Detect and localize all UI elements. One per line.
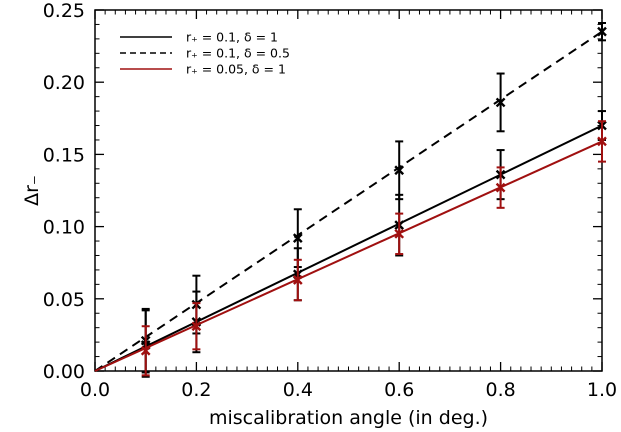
legend-label: r₊ = 0.1, δ = 1 (186, 30, 278, 45)
series-line (94, 140, 603, 372)
x-axis-title: miscalibration angle (in deg.) (209, 407, 488, 429)
y-tick-label: 0.15 (43, 144, 85, 166)
legend-label: r₊ = 0.1, δ = 0.5 (186, 46, 290, 61)
y-tick-label: 0.10 (43, 217, 85, 239)
data-point (495, 182, 506, 193)
x-tick-label: 0.0 (80, 379, 110, 401)
series-2 (94, 120, 607, 377)
y-axis-title: Δr₋ (21, 175, 43, 206)
axes: 0.0 0.2 0.4 0.6 0.8 1.0 0.00 0.05 0.10 0.15 0.20 0.… (21, 0, 617, 429)
x-tick-label: 0.6 (384, 379, 414, 401)
data-point (292, 233, 303, 244)
x-tick-label: 0.2 (181, 379, 211, 401)
y-tick-label: 0.00 (43, 361, 85, 383)
series-line (94, 124, 603, 372)
x-tick-label: 0.4 (283, 379, 313, 401)
legend: r₊ = 0.1, δ = 1r₊ = 0.1, δ = 0.5r₊ = 0.0… (120, 30, 290, 77)
y-tick-label: 0.20 (43, 72, 85, 94)
series-1 (94, 21, 607, 374)
x-tick-label: 1.0 (587, 379, 617, 401)
legend-label: r₊ = 0.05, δ = 1 (186, 62, 286, 77)
data-point (597, 26, 607, 37)
data-point (191, 321, 202, 332)
plot-frame (94, 9, 603, 372)
series-line (94, 30, 603, 372)
data-point (292, 275, 303, 285)
plot-series (94, 21, 607, 378)
data-point (495, 97, 506, 108)
data-point (140, 345, 151, 356)
data-point (597, 136, 607, 147)
y-tick-label: 0.05 (43, 289, 85, 311)
data-point (394, 228, 405, 239)
data-point (394, 165, 405, 176)
y-tick-label: 0.25 (43, 0, 85, 22)
x-tick-label: 0.8 (485, 379, 515, 401)
